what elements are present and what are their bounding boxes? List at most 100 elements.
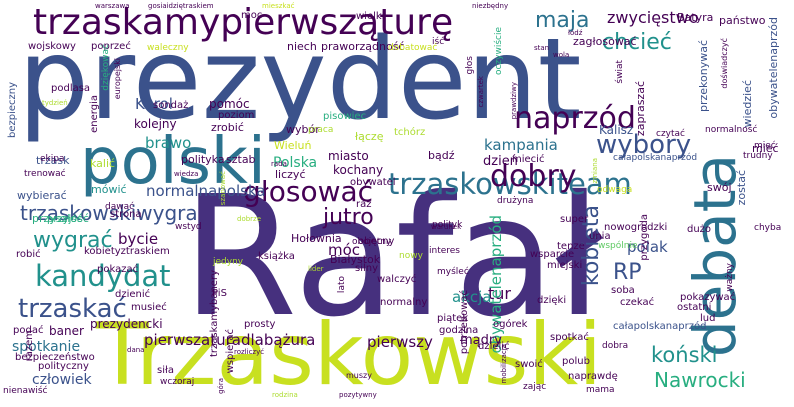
word: przyszłość	[32, 212, 89, 225]
word: super	[560, 214, 589, 225]
word: głosować	[243, 175, 374, 208]
word: wspierać	[225, 329, 236, 374]
word: myśleć	[437, 267, 469, 277]
word: kochany	[333, 163, 384, 177]
word: Rafał	[182, 161, 603, 354]
word: mieć	[752, 142, 779, 155]
word: trudny	[743, 151, 773, 161]
word: Kalisz	[599, 123, 634, 137]
word: obywatel	[350, 177, 396, 188]
word: rozliczyć	[234, 348, 265, 356]
word: rada	[271, 160, 287, 168]
word: świat	[615, 60, 625, 84]
word: bycie	[118, 230, 159, 248]
word: Białystok	[330, 253, 381, 266]
word: piątek	[437, 313, 469, 324]
word: kandydat	[35, 259, 171, 293]
word: kalić	[90, 157, 116, 170]
word: Nawrocki	[654, 368, 746, 392]
word: wybierać	[17, 189, 67, 202]
word: koński	[651, 343, 718, 367]
word: mobilizacja	[500, 344, 508, 384]
word: dużo	[687, 224, 712, 235]
word: Karol	[135, 95, 173, 113]
word: Hołownia	[291, 232, 342, 245]
word: sztab	[226, 153, 256, 166]
word: ostatni	[677, 302, 712, 313]
word: kampania	[484, 136, 558, 154]
word: iść	[432, 37, 445, 47]
word: dobry	[490, 159, 577, 194]
word: unia	[589, 231, 611, 242]
word: jedyny	[213, 257, 244, 267]
word: zostać	[735, 170, 748, 206]
word: oczywiście	[494, 27, 504, 76]
word: miecić	[512, 154, 545, 165]
word: przekonywać	[697, 40, 710, 113]
word: warszawa	[95, 2, 130, 10]
word: praworządność	[321, 40, 405, 53]
word: głos	[465, 56, 475, 75]
word: mama	[586, 385, 615, 395]
word: prezydencki	[90, 317, 163, 331]
word: wsparcie	[530, 249, 575, 260]
word: wiedza	[174, 170, 199, 178]
word: muszy	[346, 371, 372, 380]
word: robić	[16, 249, 41, 260]
word: dzienić	[115, 289, 151, 300]
word: dzień	[483, 154, 518, 169]
word: trenować	[24, 169, 66, 179]
word: naprawdę	[568, 371, 618, 382]
word: trzask	[36, 154, 70, 167]
word: nowogrodzki	[604, 222, 668, 233]
word: brawo	[145, 134, 192, 152]
word: wielki	[356, 11, 385, 22]
word: strona	[110, 209, 142, 220]
word: odwaga	[597, 185, 633, 195]
word: trzaskowskiwygra	[20, 201, 198, 225]
word: poprzeć	[91, 41, 131, 52]
word: polityk	[432, 220, 463, 230]
word: jutro	[323, 205, 374, 230]
word: książka	[258, 251, 295, 262]
word: pokazać	[97, 264, 139, 275]
word: podać	[13, 325, 44, 336]
word: polski	[80, 125, 266, 199]
word: energia	[89, 95, 100, 133]
word: raz	[356, 199, 372, 210]
word: spotkanie	[12, 339, 81, 355]
word: mieć	[754, 141, 776, 151]
word: trzaskamypierwsząturę	[33, 2, 454, 43]
word: wybory	[596, 130, 692, 160]
word: zapraszać	[634, 81, 647, 137]
word: walczyć	[377, 274, 417, 285]
word: obojętny	[352, 237, 392, 247]
word: pisowiec	[323, 111, 367, 122]
word: europejski	[113, 58, 122, 100]
word: prosty	[244, 319, 276, 330]
word: państwo	[719, 14, 766, 27]
word: normalnapolska	[146, 182, 266, 200]
word: rodzina	[272, 391, 298, 399]
word: całapolskanaprzód	[613, 153, 698, 163]
word: pierwszaturadlabążura	[144, 331, 316, 349]
word: soba	[611, 285, 635, 296]
word: sondaż	[153, 100, 189, 111]
word: zając	[523, 382, 547, 392]
word: prezydent	[18, 15, 582, 145]
word: dobatować	[388, 43, 438, 53]
word: lud	[700, 313, 716, 324]
word: tur	[488, 284, 511, 303]
word: swój	[707, 181, 732, 194]
word: chcieć	[602, 30, 672, 55]
word: dawać	[105, 202, 135, 212]
word: czytać	[656, 129, 685, 139]
word: PiS	[212, 288, 227, 299]
word: siła	[157, 365, 174, 376]
word: przygoda	[639, 214, 650, 261]
word: czekać	[620, 297, 655, 308]
word: baner	[49, 324, 84, 338]
word: obywatelenaprzód	[767, 17, 780, 119]
word: trzaskamybanery	[209, 270, 220, 358]
